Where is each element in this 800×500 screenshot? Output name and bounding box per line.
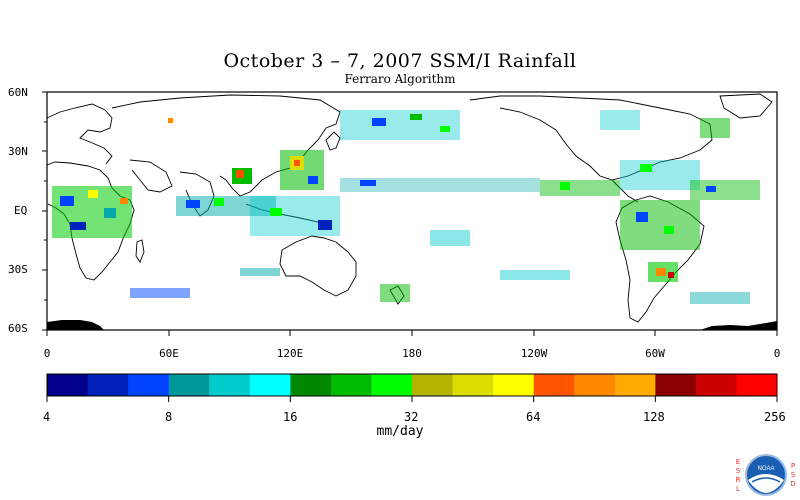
rain-spot-central-asia <box>168 118 173 123</box>
colorbar-tick-32: 32 <box>404 410 419 424</box>
colorbar-swatch <box>249 374 291 396</box>
europe-coast <box>46 103 113 165</box>
esrl-letter: S <box>735 467 741 475</box>
colorbar-swatch <box>655 374 697 396</box>
colorbar-swatch <box>209 374 251 396</box>
map-subtitle: Ferraro Algorithm <box>344 72 456 86</box>
colorbar-swatch <box>695 374 737 396</box>
rainfall-patches <box>52 110 760 304</box>
colorbar-tick-16: 16 <box>283 410 298 424</box>
lat-label-60n: 60N <box>8 86 28 99</box>
colorbar-tick-8: 8 <box>165 410 173 424</box>
japan-coast <box>325 131 341 151</box>
colorbar-swatch <box>371 374 413 396</box>
lat-label-60s: 60S <box>8 322 28 335</box>
colorbar-swatch <box>412 374 454 396</box>
map-title: October 3 – 7, 2007 SSM/I Rainfall <box>223 50 577 72</box>
noaa-emblem: NOAA <box>745 454 787 496</box>
colorbar-swatch <box>290 374 332 396</box>
colorbar-units: mm/day <box>376 424 424 439</box>
rain-cluster-africa <box>52 186 132 238</box>
colorbar-swatch <box>87 374 129 396</box>
esrl-letter: R <box>735 476 741 484</box>
lon-label-120e: 120E <box>277 347 304 360</box>
esrl-letter: E <box>735 458 741 466</box>
greenland-coast <box>719 93 773 119</box>
rain-cluster-atlantic <box>620 160 760 200</box>
arabia-coast <box>129 159 173 193</box>
antarctica-shape <box>47 320 104 330</box>
psd-letters: P S D <box>789 462 797 489</box>
colorbar-tick-64: 64 <box>526 410 541 424</box>
lon-axis: 0 60E 120E 180 120W 60W 0 <box>44 330 781 360</box>
madagascar-coast <box>135 239 145 263</box>
rain-cluster-indian-ocean <box>176 168 276 216</box>
colorbar-swatch <box>614 374 656 396</box>
rain-cluster-west-pacific <box>250 150 340 236</box>
rain-cluster-south-america <box>620 200 700 282</box>
rain-cluster-southern-ocean <box>130 268 750 304</box>
lat-label-30s: 30S <box>8 263 28 276</box>
colorbar-swatch <box>493 374 535 396</box>
asia-coast <box>111 94 341 197</box>
esrl-letters: E S R L <box>734 458 742 494</box>
psd-letter: S <box>790 471 796 479</box>
colorbar-swatch <box>533 374 575 396</box>
lon-label-0-east: 0 <box>774 347 781 360</box>
australia-coast <box>279 235 357 297</box>
colorbar-tick-4: 4 <box>43 410 51 424</box>
lon-label-180: 180 <box>402 347 422 360</box>
lat-label-30n: 30N <box>8 145 28 158</box>
esrl-letter: L <box>736 485 740 493</box>
colorbar-swatch <box>128 374 170 396</box>
colorbar-swatch <box>736 374 778 396</box>
noaa-logo: NOAA <box>736 452 796 498</box>
lat-label-eq: EQ <box>14 204 27 217</box>
north-america-coast <box>469 95 713 181</box>
lon-label-0: 0 <box>44 347 51 360</box>
lon-label-60e: 60E <box>159 347 179 360</box>
lon-label-120w: 120W <box>521 347 548 360</box>
rain-cluster-pacific-itcz <box>340 178 620 246</box>
colorbar-tick-128: 128 <box>643 410 665 424</box>
antarctica-shape-east <box>700 321 777 330</box>
colorbar-swatch <box>47 374 89 396</box>
colorbar-tick-256: 256 <box>764 410 786 424</box>
colorbar-swatch <box>574 374 616 396</box>
lon-label-60w: 60W <box>645 347 665 360</box>
colorbar-swatch <box>452 374 494 396</box>
colorbar-swatch <box>330 374 372 396</box>
rain-cluster-north-pacific <box>340 110 730 140</box>
central-america-coast <box>611 179 639 203</box>
noaa-logo-text: NOAA <box>757 466 774 472</box>
colorbar-swatch <box>168 374 210 396</box>
psd-letter: P <box>790 462 796 470</box>
lat-axis: 60N 30N EQ 30S 60S <box>8 86 47 335</box>
psd-letter: D <box>790 480 796 488</box>
colorbar <box>46 373 778 402</box>
